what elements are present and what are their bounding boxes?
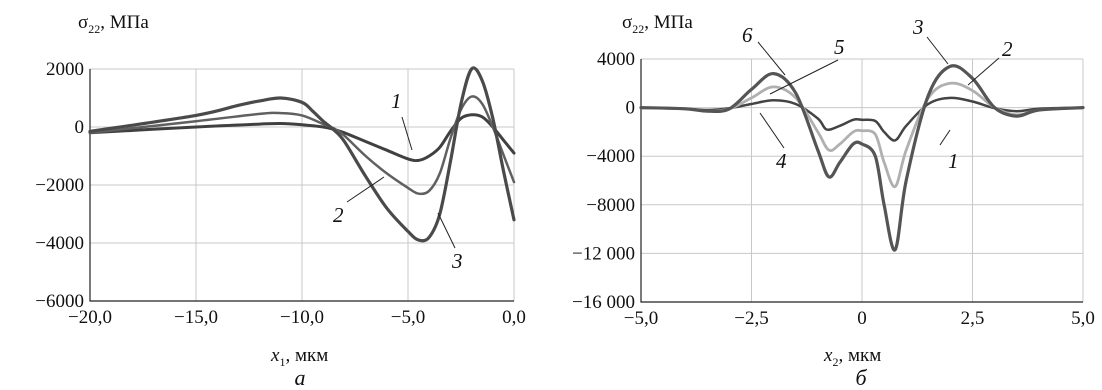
panel-a-leader-1	[401, 116, 413, 151]
x-tick-label: −5,0	[391, 307, 425, 328]
series-line-3	[88, 66, 516, 243]
series-line-6	[639, 64, 1085, 252]
panel-b-leader-5	[769, 59, 839, 95]
panel-a-letter: а	[295, 365, 306, 390]
x-tick-label: 2,5	[961, 308, 985, 329]
y-tick-label: −8000	[586, 195, 635, 216]
series-line-5	[639, 81, 1085, 189]
x-tick-label: 5,0	[1071, 308, 1095, 329]
panel-b-label-3: 3	[912, 15, 924, 39]
panel-b-x-label: x2, мкм	[823, 345, 881, 369]
x-tick-label: −10,0	[280, 307, 324, 328]
axis-lines	[89, 69, 514, 302]
panel-b-lines	[639, 64, 1085, 252]
series-line-2	[88, 95, 516, 196]
panel-a: −6000 −4000 −2000 0 2000 −20,0 −15,0 −10,0 −5,0…	[35, 12, 526, 390]
panel-b-leader-6	[757, 41, 786, 76]
panel-a-x-label: x1, мкм	[270, 345, 328, 369]
y-tick-label: −12 000	[572, 243, 635, 264]
x-tick-label: 0	[857, 308, 867, 329]
panel-b-label-5: 5	[834, 35, 845, 59]
panel-a-lines	[88, 66, 516, 243]
series-line-4	[639, 96, 1085, 142]
panel-a-leader-3	[437, 212, 456, 249]
panel-b-leader-3	[926, 36, 949, 65]
panel-b-label-6: 6	[742, 23, 753, 47]
y-tick-label: −4000	[586, 146, 635, 167]
y-tick-label: 0	[75, 117, 85, 138]
y-tick-label: 0	[626, 98, 636, 119]
panel-b-y-label: σ22, МПа	[622, 12, 693, 36]
panel-b-leader-1	[939, 129, 951, 146]
panel-b: −16 000 −12 000 −8000 −4000 0 4000 −5,0 −2,5 0 2…	[572, 12, 1095, 390]
x-tick-label: 0,0	[502, 307, 526, 328]
panel-b-y-ticks: −16 000 −12 000 −8000 −4000 0 4000	[572, 49, 635, 313]
axis-lines	[640, 59, 1083, 303]
panel-a-y-label: σ22, МПа	[78, 12, 149, 36]
panel-b-leader-4	[759, 112, 785, 149]
series-line-1	[88, 113, 516, 163]
x-tick-label: −5,0	[624, 308, 658, 329]
x-tick-label: −20,0	[68, 307, 112, 328]
y-tick-label: −4000	[35, 233, 84, 254]
panel-b-grid	[640, 58, 1084, 303]
x-tick-label: −2,5	[734, 308, 768, 329]
panel-a-label-1: 1	[391, 89, 402, 113]
panel-b-label-1: 1	[948, 149, 959, 173]
panel-b-label-2: 2	[1002, 37, 1013, 61]
y-tick-label: −6000	[35, 291, 84, 312]
panel-b-leader-2	[967, 57, 1000, 86]
panel-a-grid	[89, 68, 515, 302]
y-tick-label: −16 000	[572, 292, 635, 313]
panel-b-label-4: 4	[776, 149, 787, 173]
panel-a-label-3: 3	[451, 249, 463, 273]
x-tick-label: −15,0	[174, 307, 218, 328]
panel-a-y-ticks: −6000 −4000 −2000 0 2000	[35, 59, 84, 312]
y-tick-label: 4000	[597, 49, 635, 70]
y-tick-label: 2000	[46, 59, 84, 80]
panel-b-letter: б	[855, 365, 867, 390]
y-tick-label: −2000	[35, 175, 84, 196]
panel-a-label-2: 2	[333, 203, 344, 227]
panel-a-x-ticks: −20,0 −15,0 −10,0 −5,0 0,0	[68, 307, 526, 328]
panel-b-x-ticks: −5,0 −2,5 0 2,5 5,0	[624, 308, 1095, 329]
panel-a-leader-2	[346, 176, 385, 203]
